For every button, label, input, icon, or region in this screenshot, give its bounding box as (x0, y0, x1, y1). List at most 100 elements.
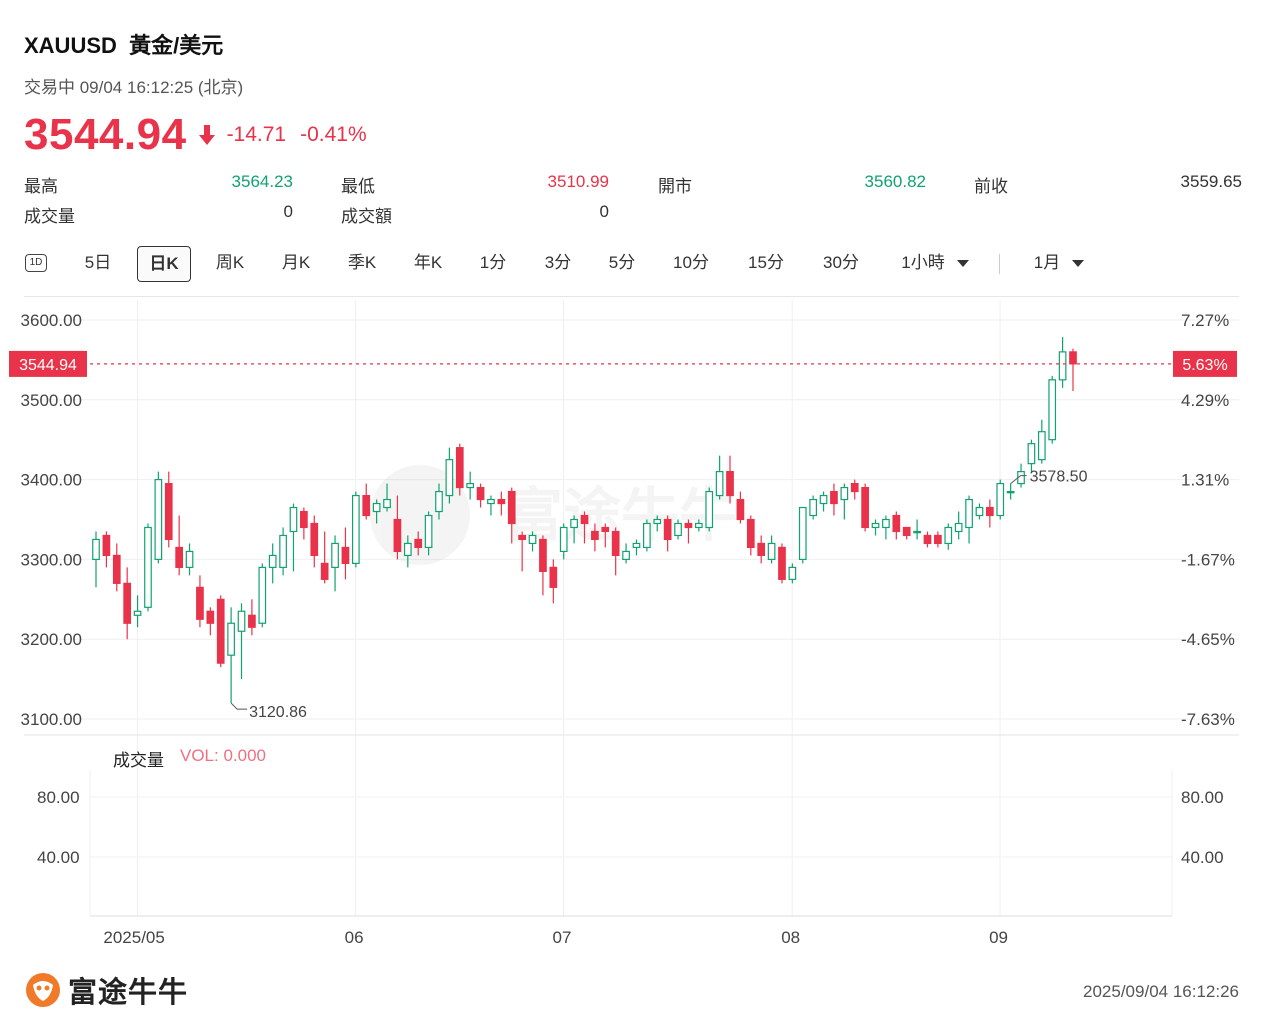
tab-daily-k[interactable]: 日K (137, 246, 191, 282)
tab-monthly-k[interactable]: 月K (281, 253, 311, 272)
candle-body (923, 534, 932, 545)
candle-body (934, 534, 942, 545)
tab-5d[interactable]: 5日 (84, 253, 112, 272)
candle-body (393, 518, 402, 553)
current-price-tag (9, 350, 87, 377)
candle-body (622, 550, 630, 561)
candle (736, 491, 745, 524)
candle (902, 526, 911, 540)
candle-body (539, 538, 547, 572)
stat-label-high: 最高 (24, 177, 58, 196)
candle (1058, 337, 1067, 388)
tab-yearly-k[interactable]: 年K (413, 253, 443, 272)
tab-1d[interactable]: 1D (25, 254, 47, 272)
candle-body (591, 530, 599, 541)
price-row: 3544.94 -14.71 -0.41% (24, 110, 367, 160)
tab-3min[interactable]: 3分 (544, 253, 572, 272)
tab-quarterly-k[interactable]: 季K (347, 253, 377, 272)
candle (923, 531, 932, 548)
footer-timestamp: 2025/09/04 16:12:26 (1083, 982, 1239, 1001)
max-price-label: 3578.50 (1030, 469, 1088, 486)
candle (102, 531, 111, 568)
candle (362, 483, 371, 520)
stat-label-volume: 成交量 (24, 207, 75, 226)
candle-body (788, 566, 797, 580)
candle (767, 535, 776, 564)
candle (622, 543, 630, 564)
candle-body (1069, 351, 1077, 365)
candle-body (1027, 443, 1036, 465)
candle-body (601, 526, 610, 533)
interval-dropdown-label: 1小時 (901, 253, 945, 272)
current-price-tag-label: 3544.94 (19, 357, 77, 374)
candle-body (310, 522, 319, 557)
candle-body (248, 614, 256, 628)
candle (653, 515, 662, 532)
candle-body (403, 542, 412, 557)
candle-body (1048, 379, 1057, 441)
candle (663, 515, 672, 552)
tab-5min[interactable]: 5分 (608, 253, 636, 272)
candle-body (559, 526, 568, 553)
max-leader (1010, 475, 1027, 484)
candle-body (112, 554, 121, 584)
candle (871, 519, 880, 536)
candle-body (372, 502, 381, 513)
candle (196, 575, 204, 628)
stat-value-prev-close: 3559.65 (1180, 172, 1242, 191)
candle (414, 531, 423, 556)
candle (840, 483, 849, 520)
y-tick-pct-label: -1.67% (1181, 550, 1235, 569)
candle-body (414, 538, 423, 549)
price-change: -14.71 (226, 123, 287, 146)
candle-body (351, 494, 360, 564)
y-tick-pct-label: 7.27% (1181, 311, 1229, 330)
range-dropdown[interactable]: 1月 (1029, 246, 1089, 280)
candle-body (809, 498, 818, 517)
candle (248, 599, 256, 636)
tab-1min[interactable]: 1分 (479, 253, 507, 272)
candle (206, 607, 215, 636)
candle (944, 523, 953, 550)
candle (92, 531, 100, 588)
candle-body (746, 518, 755, 549)
candle (892, 511, 901, 540)
candle (393, 495, 402, 560)
chart-grid (24, 300, 1239, 917)
candle (320, 531, 329, 584)
svg-text:富途牛牛: 富途牛牛 (505, 483, 737, 548)
y-tick-pct-label: 4.29% (1181, 391, 1229, 410)
candle (674, 519, 682, 540)
candle-body (507, 490, 516, 525)
candle-body (320, 562, 329, 580)
min-leader (230, 702, 248, 710)
y-tick-label: 3400.00 (21, 471, 82, 490)
candle-body (850, 482, 859, 493)
candle-body (580, 514, 589, 525)
candle (798, 506, 807, 564)
candle-body (954, 522, 963, 533)
candle (237, 603, 246, 680)
tab-30min[interactable]: 30分 (823, 253, 859, 272)
tab-15min[interactable]: 15分 (748, 253, 784, 272)
candle-body (144, 526, 152, 608)
candle (601, 523, 610, 548)
candle (175, 515, 183, 576)
tab-weekly-k[interactable]: 周K (215, 253, 245, 272)
candle (643, 519, 651, 552)
candle (331, 535, 339, 592)
candle (403, 535, 412, 568)
symbol-code: XAUUSD (24, 33, 117, 58)
candle-body (757, 542, 766, 557)
stat-value-volume: 0 (283, 202, 293, 221)
candle (913, 519, 921, 540)
candle-body (726, 471, 734, 497)
symbol-name: 黃金/美元 (129, 33, 224, 58)
y-tick-label: 3100.00 (21, 710, 82, 729)
tab-10min[interactable]: 10分 (673, 253, 709, 272)
candle-body (736, 498, 745, 521)
interval-dropdown[interactable]: 1小時 (895, 246, 975, 280)
y-tick-label: 3200.00 (21, 630, 82, 649)
candle-body (996, 482, 1005, 517)
